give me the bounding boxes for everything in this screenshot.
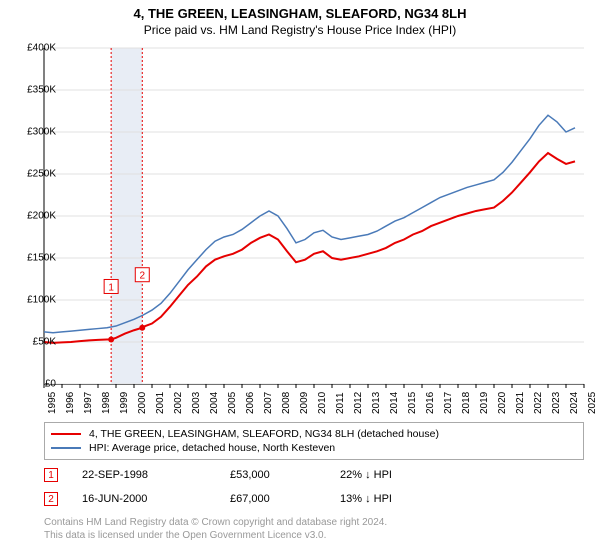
x-tick-label: 2011 bbox=[335, 392, 346, 414]
x-tick-label: 2024 bbox=[569, 392, 580, 414]
legend-label-1: 4, THE GREEN, LEASINGHAM, SLEAFORD, NG34… bbox=[89, 428, 439, 440]
legend: 4, THE GREEN, LEASINGHAM, SLEAFORD, NG34… bbox=[44, 422, 584, 460]
x-tick-label: 2022 bbox=[533, 392, 544, 414]
footer-line-1: Contains HM Land Registry data © Crown c… bbox=[44, 516, 584, 529]
x-tick-label: 2015 bbox=[407, 392, 418, 414]
x-tick-label: 2003 bbox=[191, 392, 202, 414]
y-tick-label: £0 bbox=[6, 379, 56, 390]
x-tick-label: 2014 bbox=[389, 392, 400, 414]
x-tick-label: 1998 bbox=[101, 392, 112, 414]
legend-label-2: HPI: Average price, detached house, Nort… bbox=[89, 442, 335, 454]
footer-line-2: This data is licensed under the Open Gov… bbox=[44, 529, 584, 542]
x-tick-label: 2004 bbox=[209, 392, 220, 414]
x-tick-label: 2005 bbox=[227, 392, 238, 414]
x-tick-label: 1999 bbox=[119, 392, 130, 414]
marker-price: £53,000 bbox=[230, 469, 340, 481]
x-tick-label: 2000 bbox=[137, 392, 148, 414]
x-tick-label: 2001 bbox=[155, 392, 166, 414]
marker-table: 1 22-SEP-1998 £53,000 22% ↓ HPI 2 16-JUN… bbox=[44, 463, 584, 511]
y-tick-label: £350K bbox=[6, 85, 56, 96]
y-tick-label: £150K bbox=[6, 253, 56, 264]
chart-subtitle: Price paid vs. HM Land Registry's House … bbox=[0, 21, 600, 41]
y-tick-label: £400K bbox=[6, 43, 56, 54]
chart-svg: 12 bbox=[44, 48, 584, 384]
chart-title: 4, THE GREEN, LEASINGHAM, SLEAFORD, NG34… bbox=[0, 0, 600, 21]
x-tick-label: 2018 bbox=[461, 392, 472, 414]
y-tick-label: £50K bbox=[6, 337, 56, 348]
x-tick-label: 2009 bbox=[299, 392, 310, 414]
legend-row: 4, THE GREEN, LEASINGHAM, SLEAFORD, NG34… bbox=[51, 427, 577, 441]
x-tick-label: 1995 bbox=[47, 392, 58, 414]
svg-text:2: 2 bbox=[139, 271, 145, 282]
marker-row: 2 16-JUN-2000 £67,000 13% ↓ HPI bbox=[44, 487, 584, 511]
x-tick-label: 2025 bbox=[587, 392, 598, 414]
marker-badge-2: 2 bbox=[44, 492, 58, 506]
marker-date: 22-SEP-1998 bbox=[82, 469, 230, 481]
x-tick-label: 2020 bbox=[497, 392, 508, 414]
legend-swatch-2 bbox=[51, 447, 81, 449]
x-tick-label: 2010 bbox=[317, 392, 328, 414]
y-tick-label: £300K bbox=[6, 127, 56, 138]
x-tick-label: 2023 bbox=[551, 392, 562, 414]
x-tick-label: 2008 bbox=[281, 392, 292, 414]
chart-area: 12 bbox=[44, 48, 584, 385]
y-tick-label: £200K bbox=[6, 211, 56, 222]
marker-delta: 22% ↓ HPI bbox=[340, 469, 460, 481]
x-tick-label: 1997 bbox=[83, 392, 94, 414]
marker-row: 1 22-SEP-1998 £53,000 22% ↓ HPI bbox=[44, 463, 584, 487]
x-tick-label: 2006 bbox=[245, 392, 256, 414]
x-tick-label: 2019 bbox=[479, 392, 490, 414]
x-tick-label: 2002 bbox=[173, 392, 184, 414]
x-tick-label: 2017 bbox=[443, 392, 454, 414]
chart-container: 4, THE GREEN, LEASINGHAM, SLEAFORD, NG34… bbox=[0, 0, 600, 560]
x-tick-label: 2012 bbox=[353, 392, 364, 414]
marker-badge-1: 1 bbox=[44, 468, 58, 482]
marker-date: 16-JUN-2000 bbox=[82, 493, 230, 505]
y-tick-label: £250K bbox=[6, 169, 56, 180]
marker-num: 1 bbox=[48, 470, 54, 481]
x-tick-label: 1996 bbox=[65, 392, 76, 414]
legend-swatch-1 bbox=[51, 433, 81, 435]
marker-delta: 13% ↓ HPI bbox=[340, 493, 460, 505]
x-tick-label: 2007 bbox=[263, 392, 274, 414]
footer: Contains HM Land Registry data © Crown c… bbox=[44, 516, 584, 542]
x-tick-label: 2016 bbox=[425, 392, 436, 414]
marker-num: 2 bbox=[48, 494, 54, 505]
svg-text:1: 1 bbox=[108, 282, 114, 293]
y-tick-label: £100K bbox=[6, 295, 56, 306]
x-tick-label: 2013 bbox=[371, 392, 382, 414]
legend-row: HPI: Average price, detached house, Nort… bbox=[51, 441, 577, 455]
x-tick-label: 2021 bbox=[515, 392, 526, 414]
marker-price: £67,000 bbox=[230, 493, 340, 505]
